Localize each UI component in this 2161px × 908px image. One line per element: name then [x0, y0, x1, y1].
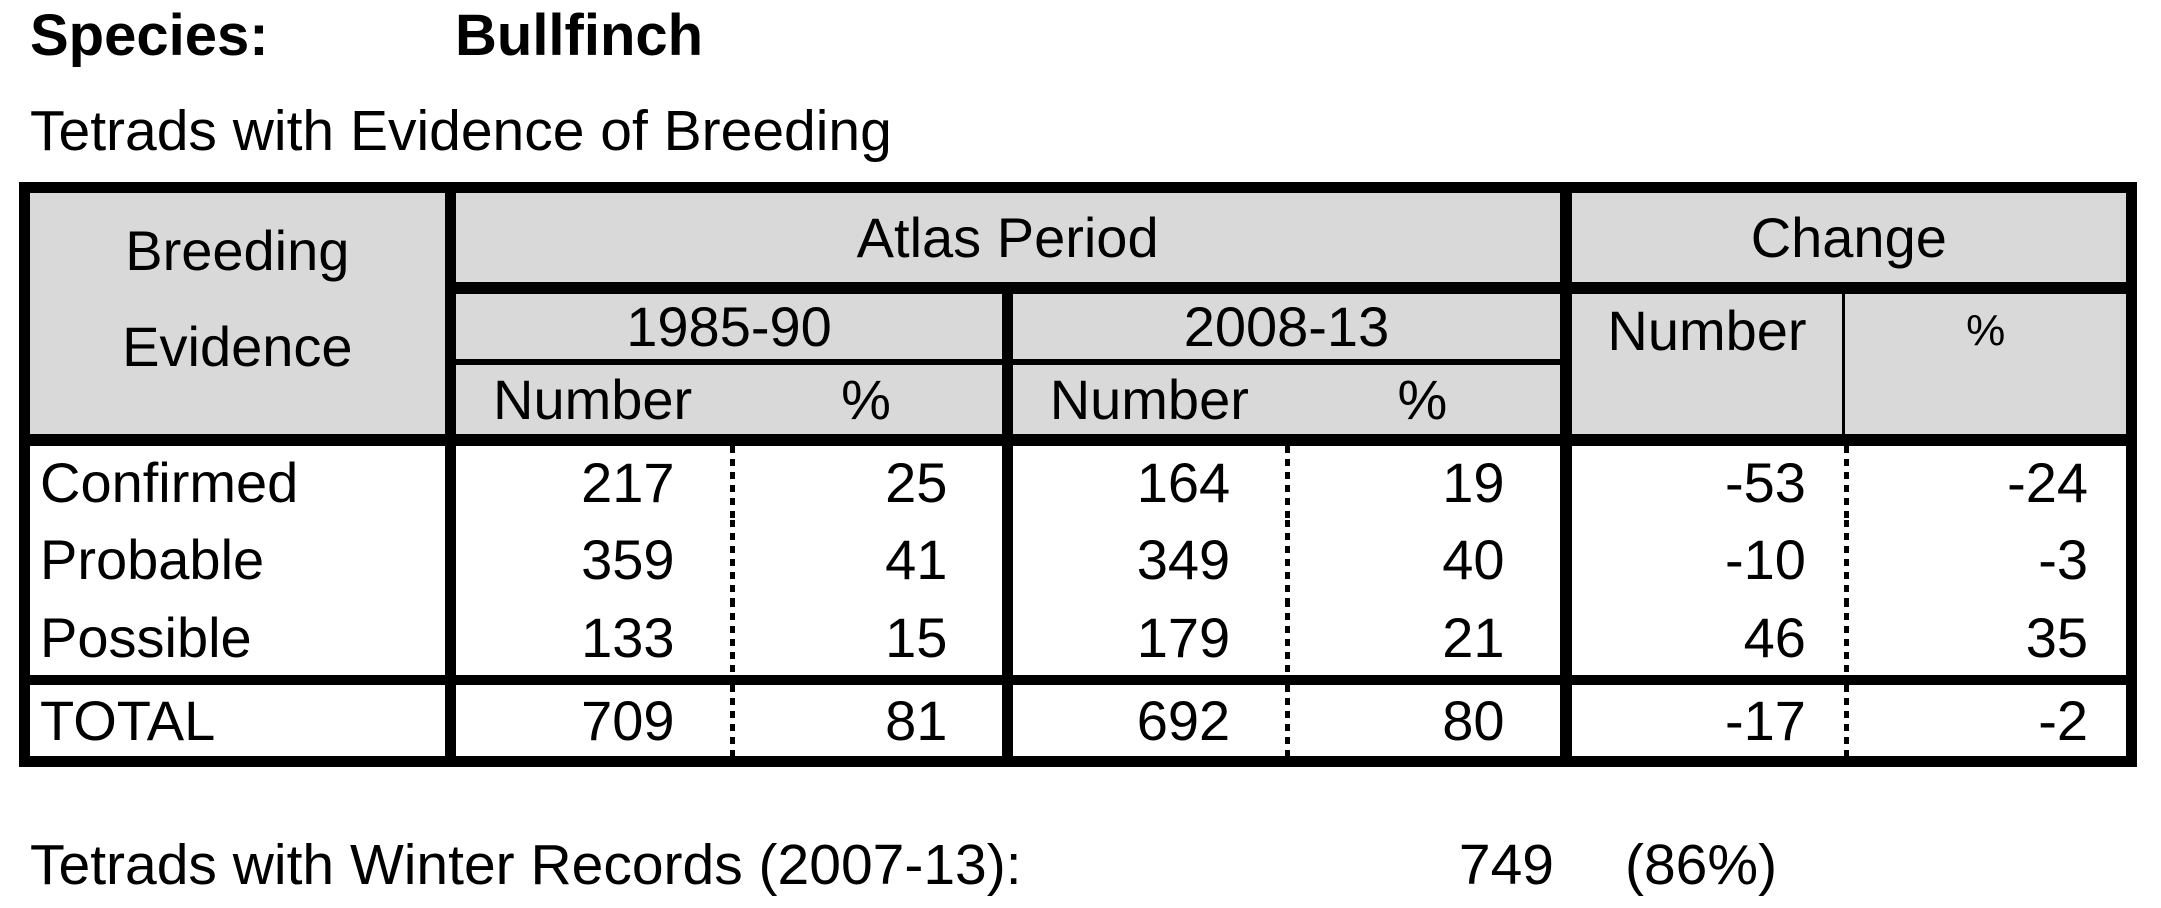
table-row-possible: Possible 133 15 179 21 46 35	[24, 599, 2132, 685]
breeding-evidence-line2: Evidence	[122, 315, 353, 378]
row-label: Probable	[24, 519, 456, 600]
cell-change-percent: -2	[1843, 679, 2132, 762]
cell-number-2008-13: 692	[1136, 688, 1231, 752]
table-row-confirmed: Confirmed 217 25 164 19 -53 -24	[24, 439, 2132, 520]
cell-change-percent: 35	[1843, 599, 2132, 685]
table-row-total: TOTAL 709 81 692 80 -17 -2	[24, 679, 2132, 762]
winter-records-footer: Tetrads with Winter Records (2007-13): 7…	[0, 832, 2161, 904]
cell-number-1985-90: 359	[581, 528, 675, 591]
cell-percent-2008-13: 21	[1285, 599, 1572, 685]
col-header-atlas-period: Atlas Period	[450, 187, 1572, 294]
species-label: Species:	[30, 3, 269, 68]
col-header-change: Change	[1565, 187, 2132, 294]
cell-number-2008-13: 349	[1136, 528, 1231, 591]
cell-percent-1985-90: 15	[729, 599, 1014, 685]
col-header-period-2008-13: 2008-13	[1007, 287, 1572, 365]
cell-number-2008-13: 179	[1007, 599, 1286, 685]
col-header-percent-1985-90: %	[729, 361, 1014, 446]
col-header-breeding-evidence: Breeding Evidence	[24, 187, 456, 446]
table-row-probable: Probable 359 41 349 40 -10 -3	[24, 519, 2132, 600]
cell-change-number: -17	[1724, 688, 1806, 752]
cell-change-number: -53	[1724, 451, 1806, 514]
cell-change-number: 46	[1565, 599, 1844, 685]
winter-records-count: 749	[1458, 833, 1554, 897]
col-header-number-1985-90: Number	[450, 361, 730, 446]
row-label: Possible	[24, 599, 456, 685]
cell-percent-2008-13: 40	[1285, 519, 1572, 600]
col-header-percent-2008-13: %	[1285, 361, 1572, 446]
winter-records-label: Tetrads with Winter Records (2007-13):	[30, 833, 1022, 897]
header-row-3: Number % Number %	[25, 361, 2132, 446]
cell-change-number: -10	[1724, 528, 1806, 591]
cell-percent-2008-13: 80	[1285, 679, 1572, 762]
col-header-change-percent: %	[1842, 287, 2132, 446]
page-title: Species: Bullfinch	[30, 2, 703, 69]
cell-percent-1985-90: 41	[729, 519, 1014, 600]
cell-percent-1985-90: 81	[729, 679, 1014, 762]
cell-change-percent: -24	[1843, 439, 2132, 520]
breeding-evidence-line1: Breeding	[125, 219, 350, 282]
tetrads-breeding-table: Breeding Evidence Atlas Period Change 19…	[19, 182, 2137, 767]
cell-percent-2008-13: 19	[1285, 439, 1572, 520]
species-value: Bullfinch	[455, 3, 704, 68]
row-label: Confirmed	[24, 439, 456, 520]
cell-number-1985-90: 217	[581, 451, 675, 514]
table-subtitle: Tetrads with Evidence of Breeding	[30, 99, 892, 163]
col-header-number-2008-13: Number	[1007, 361, 1286, 446]
winter-records-percent: (86%)	[1625, 833, 1778, 897]
cell-number-2008-13: 164	[1136, 451, 1231, 514]
col-header-change-number: Number	[1565, 287, 1844, 446]
cell-percent-1985-90: 25	[729, 439, 1014, 520]
col-header-period-1985-90: 1985-90	[450, 287, 1014, 365]
cell-number-1985-90: 709	[581, 688, 675, 752]
row-label: TOTAL	[24, 679, 456, 762]
cell-number-1985-90: 133	[450, 599, 730, 685]
header-row-1: Breeding Evidence Atlas Period Change	[24, 187, 2132, 446]
cell-change-percent: -3	[1843, 519, 2132, 600]
header-row-2: 1985-90 2008-13 Number %	[25, 287, 2132, 446]
